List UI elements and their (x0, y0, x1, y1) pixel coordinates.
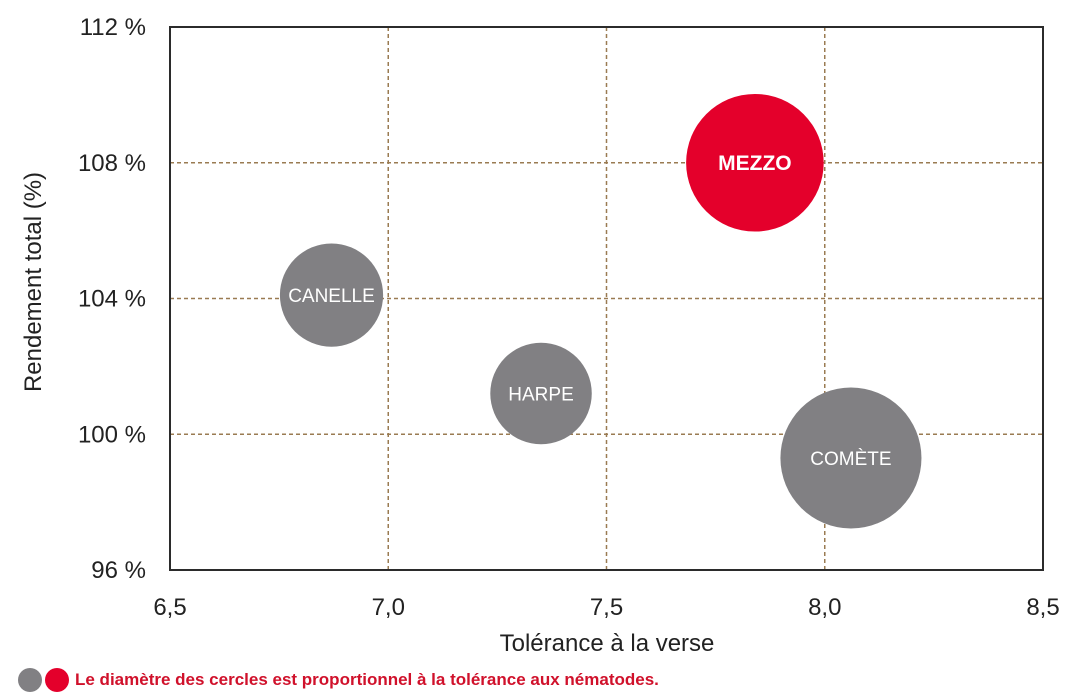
x-tick-label: 7,0 (372, 594, 405, 621)
x-tick-label: 8,0 (808, 594, 841, 621)
y-axis-title: Rendement total (%) (20, 172, 47, 392)
bubble-label: HARPE (508, 385, 573, 406)
legend-red-dot (45, 668, 69, 692)
x-tick-label: 6,5 (153, 594, 186, 621)
y-tick-label: 112 % (80, 14, 146, 41)
bubbles: MEZZO CANELLE HARPE COMÈTE (279, 93, 922, 529)
x-tick-label: 7,5 (590, 594, 623, 621)
x-tick-labels: 6,5 7,0 7,5 8,0 8,5 (153, 594, 1059, 621)
bubble-label: COMÈTE (810, 449, 891, 470)
footnote: Le diamètre des cercles est proportionne… (18, 668, 659, 692)
y-tick-label: 104 % (78, 286, 146, 313)
bubble-harpe (490, 342, 592, 445)
bubble-comète (780, 387, 922, 529)
bubble-label: MEZZO (718, 152, 792, 175)
footnote-text: Le diamètre des cercles est proportionne… (75, 670, 659, 689)
x-tick-label: 8,5 (1026, 594, 1059, 621)
y-tick-label: 96 % (91, 557, 146, 584)
bubble-label: CANELLE (288, 286, 375, 307)
legend-grey-dot (18, 668, 42, 692)
grid-lines (170, 27, 1043, 570)
y-tick-label: 108 % (78, 150, 146, 177)
bubble-mezzo (686, 93, 824, 232)
plot-frame (169, 26, 1044, 571)
y-tick-labels: 96 % 100 % 104 % 108 % 112 % (78, 14, 146, 584)
y-tick-label: 100 % (78, 421, 146, 448)
bubble-canelle (279, 243, 384, 347)
x-axis-title: Tolérance à la verse (500, 630, 715, 657)
